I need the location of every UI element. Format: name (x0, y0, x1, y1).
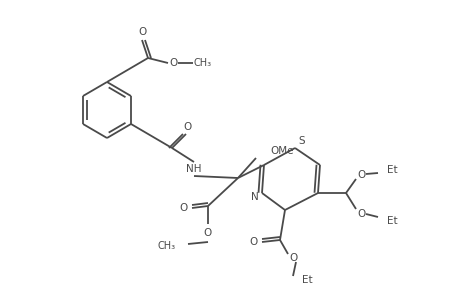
Text: O: O (169, 58, 178, 68)
Text: S: S (298, 136, 305, 146)
Text: Et: Et (386, 165, 397, 175)
Text: CH₃: CH₃ (194, 58, 212, 68)
Text: O: O (184, 122, 192, 132)
Text: O: O (289, 253, 297, 263)
Text: Et: Et (301, 275, 312, 285)
Text: O: O (139, 27, 147, 37)
Text: Et: Et (386, 216, 397, 226)
Text: O: O (203, 228, 212, 238)
Text: N: N (251, 192, 258, 202)
Text: O: O (179, 203, 188, 213)
Text: O: O (249, 237, 257, 247)
Text: O: O (357, 209, 365, 219)
Text: NH: NH (186, 164, 202, 174)
Text: O: O (357, 170, 365, 180)
Text: OMe: OMe (269, 146, 293, 156)
Text: CH₃: CH₃ (157, 241, 176, 251)
